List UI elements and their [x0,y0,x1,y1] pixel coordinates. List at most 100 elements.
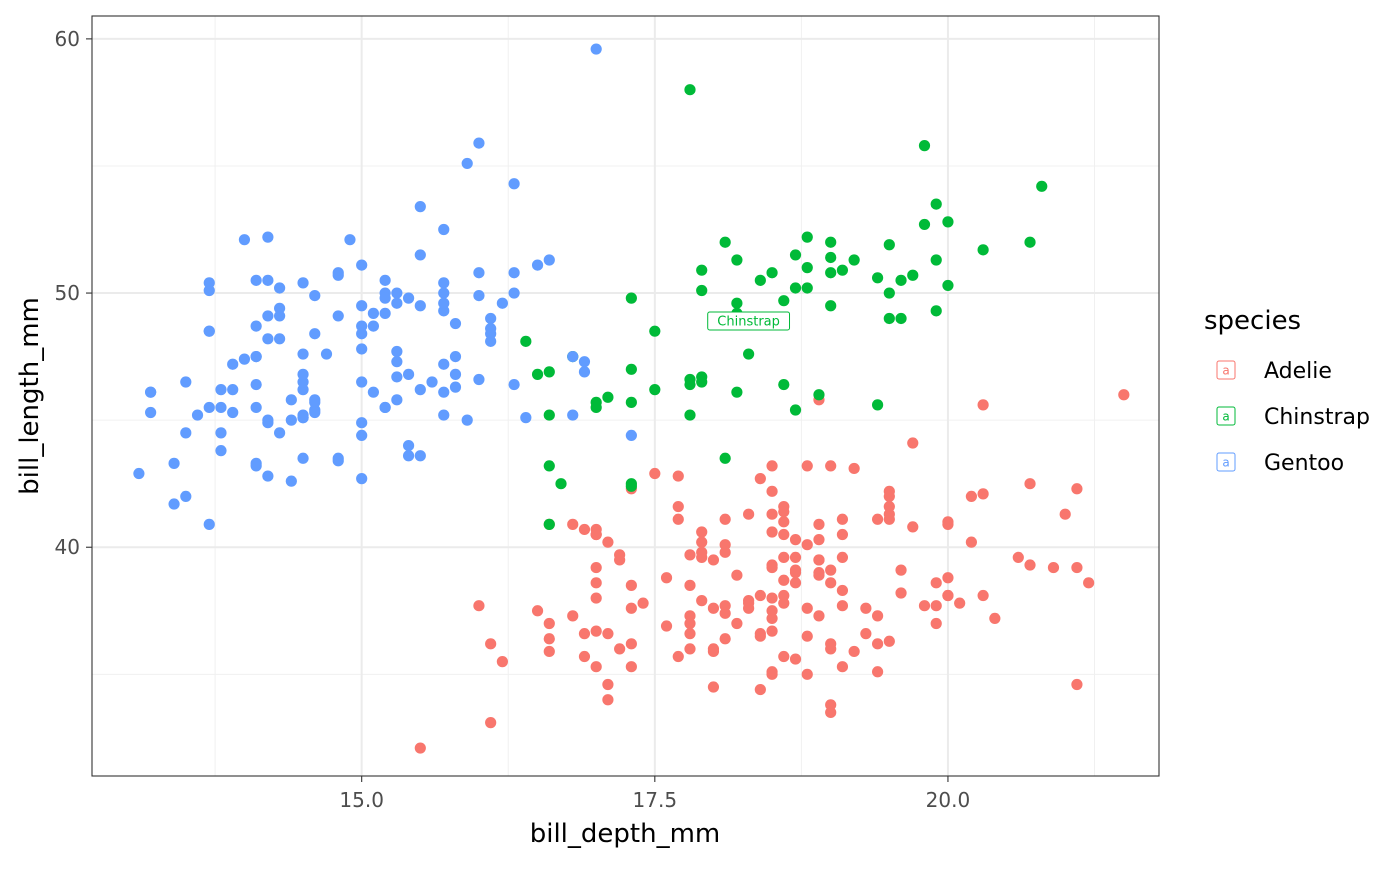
point-gentoo [215,445,227,457]
point-adelie [766,625,778,637]
point-gentoo [402,439,415,452]
point-chinstrap [625,292,637,304]
point-chinstrap [895,312,907,325]
point-gentoo [473,289,485,302]
point-adelie [825,699,837,711]
point-chinstrap [883,287,895,299]
point-adelie [813,518,825,530]
point-adelie [871,513,884,525]
point-adelie [813,567,825,579]
point-adelie [684,628,696,640]
point-chinstrap [825,300,837,312]
point-adelie [778,589,790,602]
point-gentoo [379,292,391,304]
point-gentoo [379,274,391,286]
point-adelie [672,650,684,663]
point-gentoo [590,43,602,55]
point-gentoo [285,394,297,406]
point-chinstrap [895,274,907,286]
point-chinstrap [918,140,931,152]
point-adelie [707,681,720,693]
point-gentoo [485,335,497,347]
point-adelie [485,638,497,650]
point-gentoo [543,254,555,266]
point-gentoo [297,348,309,360]
point-adelie [977,399,989,411]
point-gentoo [449,317,462,330]
point-gentoo [227,406,239,419]
point-adelie [766,668,778,680]
point-gentoo [449,381,462,393]
point-adelie [672,500,684,513]
point-gentoo [449,368,462,380]
point-gentoo [262,310,274,322]
point-gentoo [227,384,239,396]
point-adelie [895,564,907,576]
point-adelie [696,526,708,538]
data-points [133,43,1130,754]
point-adelie [578,650,591,663]
point-chinstrap [789,249,802,261]
point-chinstrap [836,264,849,276]
point-adelie [778,551,790,564]
point-gentoo [250,457,262,469]
point-gentoo [391,287,403,299]
point-gentoo [203,325,215,337]
point-gentoo [402,368,415,380]
point-gentoo [449,351,462,363]
annotation-layer: Chinstrap [707,311,791,331]
point-chinstrap [684,378,696,391]
point-chinstrap [625,478,637,490]
x-tick-label: 15.0 [339,788,384,812]
point-gentoo [285,414,297,426]
point-gentoo [508,178,520,190]
x-tick-label: 20.0 [926,788,971,812]
point-chinstrap [543,460,555,472]
point-adelie [625,661,637,673]
point-adelie [602,678,614,691]
point-adelie [754,589,766,602]
point-adelie [778,528,790,541]
point-adelie [801,539,813,551]
point-chinstrap [977,244,989,256]
legend-key [1216,360,1236,380]
point-chinstrap [684,409,696,421]
point-gentoo [356,376,368,388]
point-adelie [836,528,849,541]
point-gentoo [356,429,368,441]
point-gentoo [391,297,403,309]
point-gentoo [473,267,485,279]
point-adelie [1024,478,1036,490]
point-gentoo [203,401,215,414]
point-chinstrap [1024,236,1036,248]
point-gentoo [438,358,450,370]
point-adelie [789,551,802,564]
point-adelie [543,633,555,645]
point-adelie [590,592,602,604]
point-adelie [801,630,813,642]
point-chinstrap [731,386,743,398]
point-gentoo [508,378,520,391]
point-adelie [696,546,708,558]
point-adelie [602,694,614,706]
point-adelie [895,587,907,599]
point-adelie [696,595,708,607]
point-gentoo [391,371,403,383]
point-adelie [590,561,602,574]
point-adelie [825,460,837,472]
point-adelie [801,602,813,614]
point-gentoo [496,297,508,309]
point-gentoo [438,297,450,309]
point-adelie [965,490,977,503]
point-gentoo [402,292,415,304]
point-gentoo [508,267,520,279]
point-gentoo [426,376,438,388]
point-gentoo [438,287,450,299]
point-gentoo [567,409,579,421]
point-gentoo [473,373,485,386]
point-gentoo [332,310,344,322]
point-adelie [590,577,602,589]
point-gentoo [180,427,192,439]
point-gentoo [297,409,309,421]
